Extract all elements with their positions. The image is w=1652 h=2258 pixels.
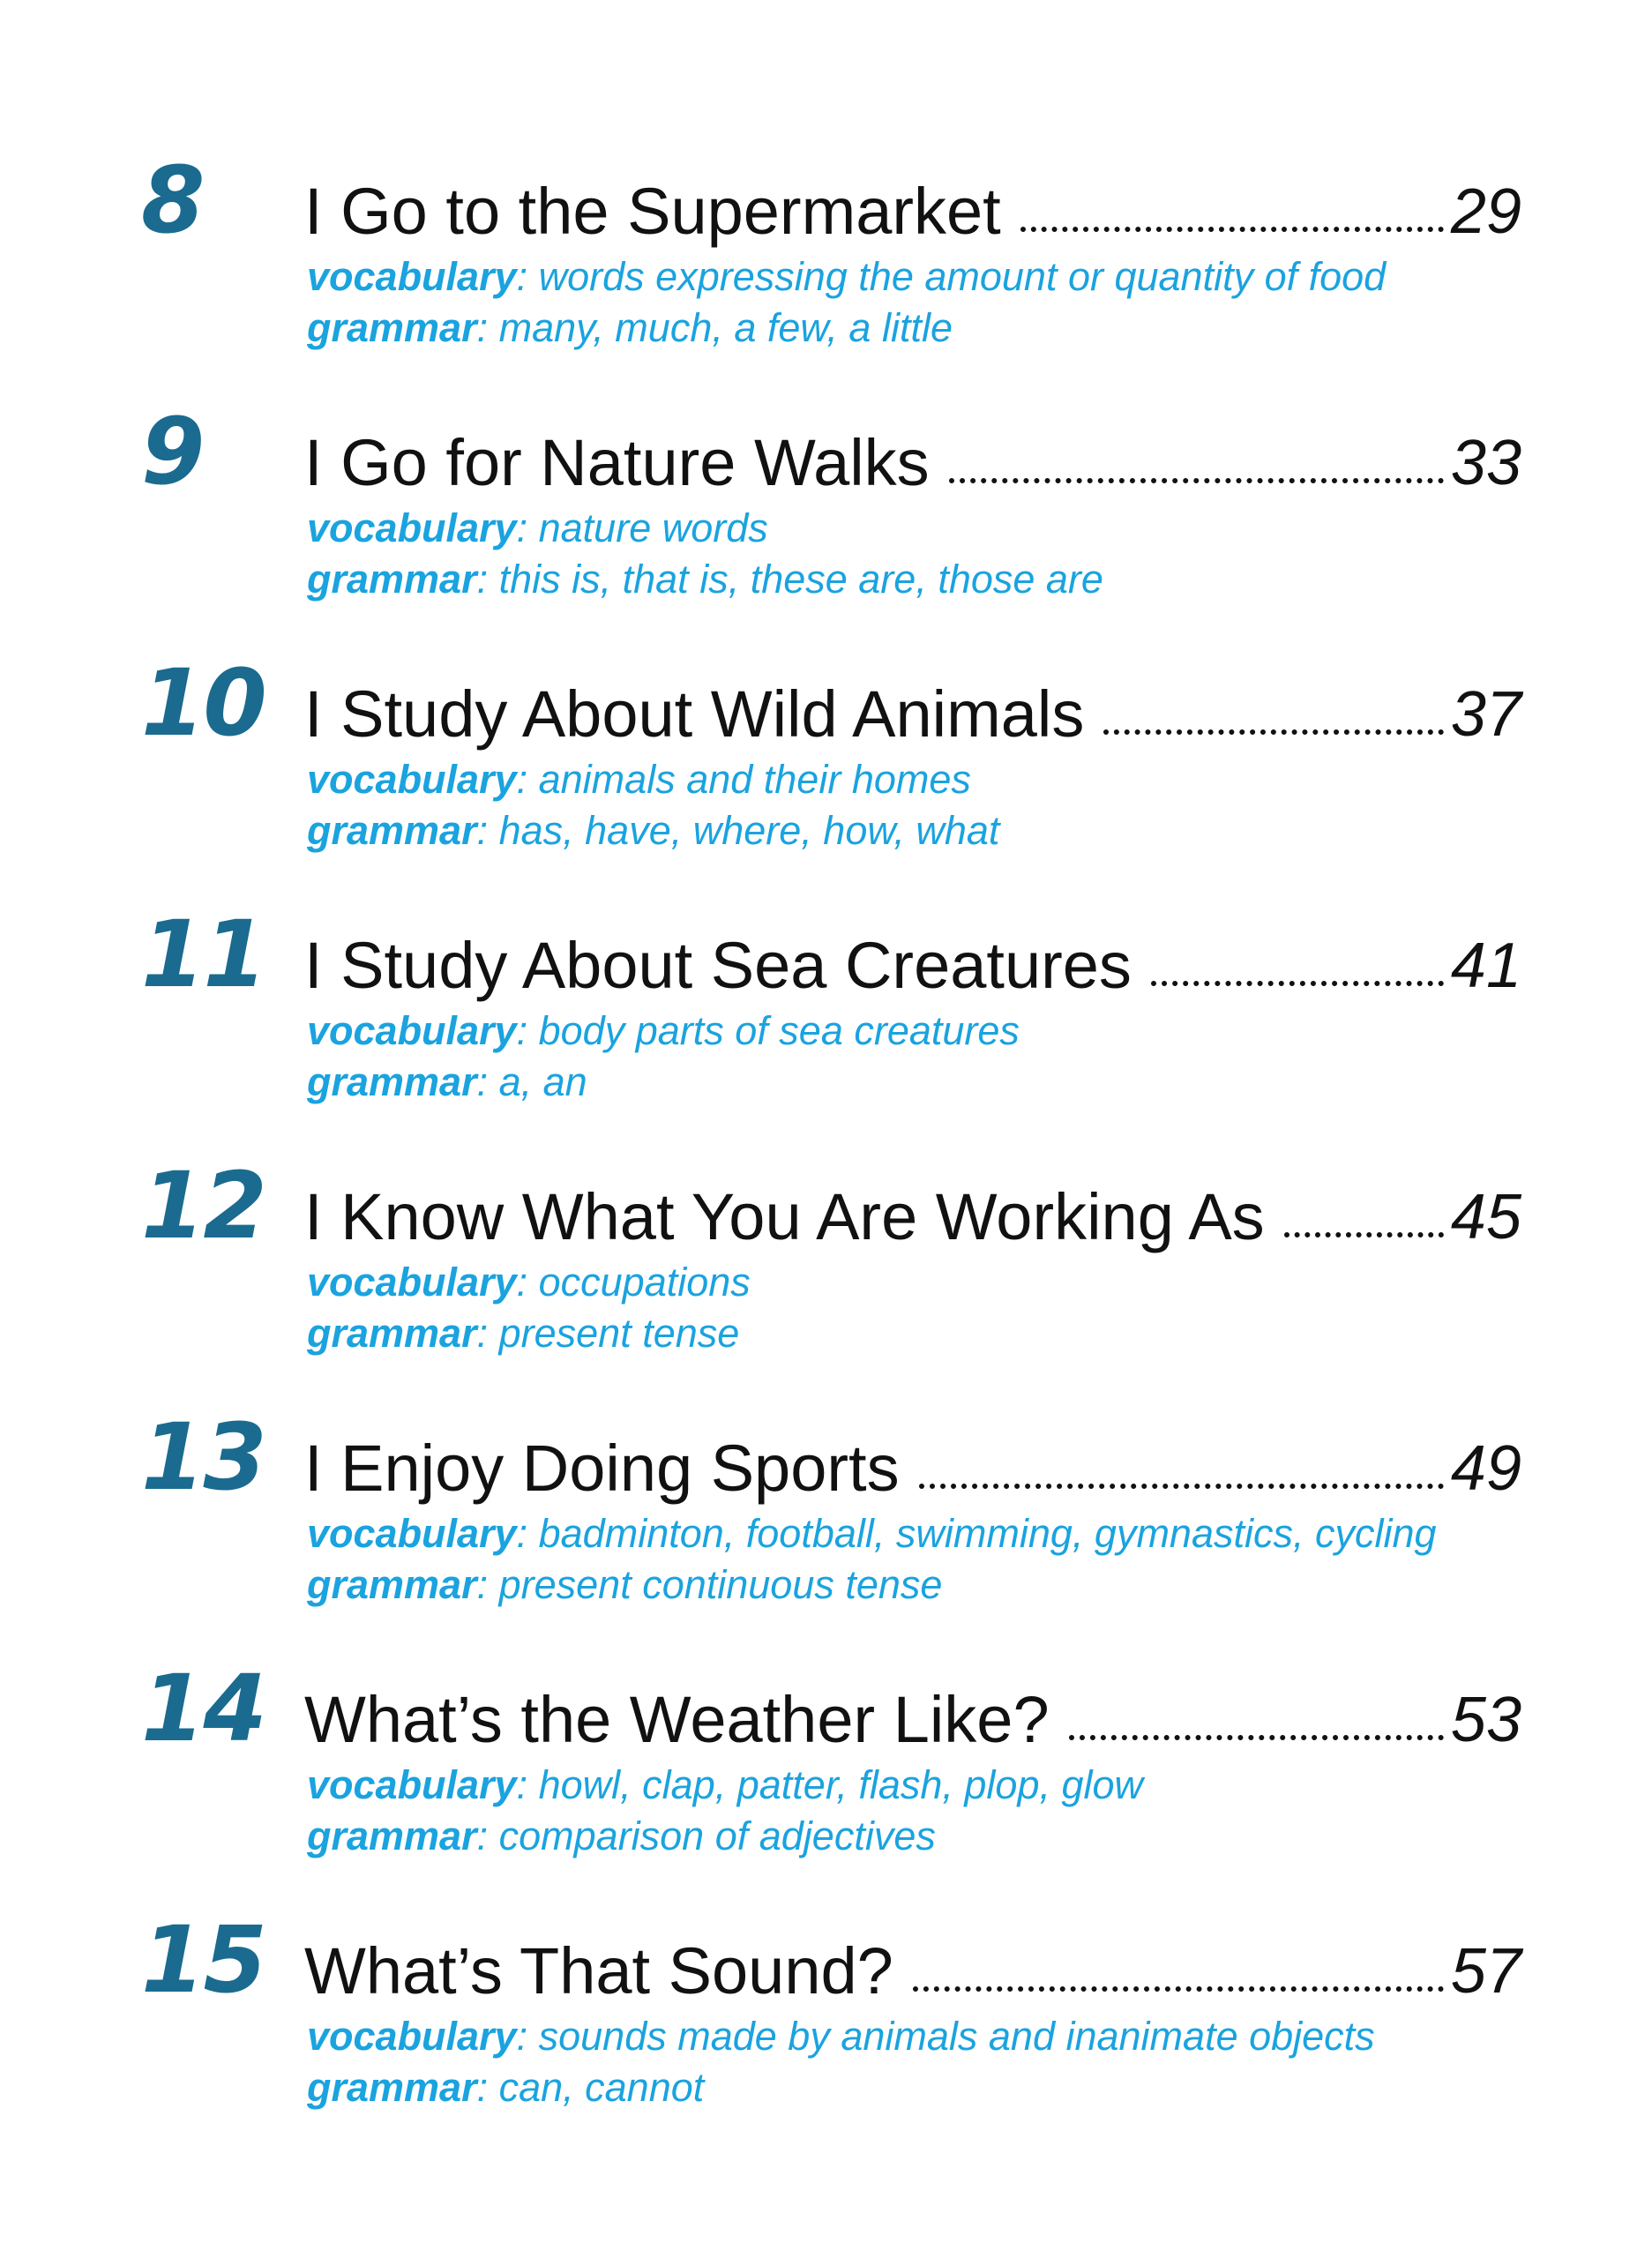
vocabulary-line: vocabulary: badminton, football, swimmin… bbox=[307, 1508, 1437, 1559]
vocabulary-text: : animals and their homes bbox=[516, 757, 971, 802]
vocabulary-text: : words expressing the amount or quantit… bbox=[516, 254, 1387, 299]
page-number: 41 bbox=[1450, 931, 1521, 1001]
chapter-title: I Study About Sea Creatures bbox=[304, 929, 1132, 1002]
vocabulary-label: vocabulary bbox=[307, 505, 517, 550]
dot-leader bbox=[918, 1484, 1444, 1489]
grammar-text: : this is, that is, these are, those are bbox=[476, 557, 1103, 602]
toc-entry: 10 I Study About Wild Animals 37 vocabul… bbox=[0, 650, 1652, 895]
grammar-line: grammar: a, an bbox=[307, 1057, 587, 1108]
grammar-text: : can, cannot bbox=[476, 2065, 705, 2110]
grammar-text: : many, much, a few, a little bbox=[476, 305, 953, 350]
page-number: 49 bbox=[1450, 1433, 1521, 1504]
grammar-label: grammar bbox=[307, 1059, 477, 1104]
chapter-number: 10 bbox=[141, 649, 267, 757]
grammar-line: grammar: present continuous tense bbox=[307, 1559, 942, 1611]
toc-entry: 9 I Go for Nature Walks 33 vocabulary: n… bbox=[0, 399, 1652, 644]
grammar-label: grammar bbox=[307, 1562, 477, 1607]
toc-entry: 15 What’s That Sound? 57 vocabulary: sou… bbox=[0, 1907, 1652, 2152]
grammar-label: grammar bbox=[307, 1813, 477, 1858]
chapter-title-row[interactable]: What’s the Weather Like? 53 bbox=[304, 1671, 1521, 1760]
chapter-title-row[interactable]: I Go to the Supermarket 29 bbox=[304, 163, 1521, 251]
vocabulary-text: : body parts of sea creatures bbox=[516, 1008, 1020, 1053]
chapter-number: 8 bbox=[141, 146, 205, 254]
toc-entry: 13 I Enjoy Doing Sports 49 vocabulary: b… bbox=[0, 1404, 1652, 1649]
grammar-line: grammar: can, cannot bbox=[307, 2062, 704, 2113]
vocabulary-line: vocabulary: body parts of sea creatures bbox=[307, 1006, 1020, 1057]
page-number: 53 bbox=[1450, 1685, 1521, 1755]
toc-entry: 11 I Study About Sea Creatures 41 vocabu… bbox=[0, 901, 1652, 1147]
vocabulary-line: vocabulary: howl, clap, patter, flash, p… bbox=[307, 1760, 1143, 1811]
dot-leader bbox=[1068, 1735, 1444, 1740]
page-number: 29 bbox=[1450, 176, 1521, 247]
toc-entry: 14 What’s the Weather Like? 53 vocabular… bbox=[0, 1656, 1652, 1901]
grammar-line: grammar: has, have, where, how, what bbox=[307, 805, 999, 856]
grammar-text: : present continuous tense bbox=[476, 1562, 943, 1607]
vocabulary-label: vocabulary bbox=[307, 1008, 517, 1053]
grammar-line: grammar: this is, that is, these are, th… bbox=[307, 554, 1103, 605]
dot-leader bbox=[1283, 1232, 1444, 1237]
chapter-title: What’s the Weather Like? bbox=[304, 1683, 1050, 1756]
grammar-label: grammar bbox=[307, 557, 477, 602]
vocabulary-text: : badminton, football, swimming, gymnast… bbox=[516, 1511, 1437, 1556]
grammar-text: : has, have, where, how, what bbox=[476, 808, 1000, 853]
chapter-title-row[interactable]: I Study About Wild Animals 37 bbox=[304, 666, 1521, 754]
grammar-label: grammar bbox=[307, 1311, 477, 1356]
vocabulary-line: vocabulary: sounds made by animals and i… bbox=[307, 2011, 1375, 2062]
dot-leader bbox=[1150, 981, 1444, 986]
dot-leader bbox=[948, 478, 1444, 483]
vocabulary-text: : nature words bbox=[516, 505, 768, 550]
vocabulary-label: vocabulary bbox=[307, 1511, 517, 1556]
grammar-text: : comparison of adjectives bbox=[476, 1813, 936, 1858]
grammar-label: grammar bbox=[307, 305, 477, 350]
grammar-label: grammar bbox=[307, 2065, 477, 2110]
dot-leader bbox=[1020, 227, 1444, 232]
chapter-number: 14 bbox=[141, 1655, 267, 1762]
chapter-title: What’s That Sound? bbox=[304, 1934, 893, 2008]
grammar-line: grammar: present tense bbox=[307, 1308, 739, 1359]
dot-leader bbox=[912, 1986, 1444, 1992]
toc-entry: 12 I Know What You Are Working As 45 voc… bbox=[0, 1153, 1652, 1398]
grammar-text: : present tense bbox=[476, 1311, 740, 1356]
chapter-title: I Study About Wild Animals bbox=[304, 677, 1085, 751]
vocabulary-text: : occupations bbox=[516, 1260, 751, 1305]
chapter-title-row[interactable]: I Know What You Are Working As 45 bbox=[304, 1169, 1521, 1257]
chapter-title-row[interactable]: What’s That Sound? 57 bbox=[304, 1923, 1521, 2011]
page-number: 37 bbox=[1450, 679, 1521, 750]
chapter-title: I Know What You Are Working As bbox=[304, 1180, 1265, 1253]
chapter-title: I Go to the Supermarket bbox=[304, 175, 1001, 248]
dot-leader bbox=[1103, 729, 1444, 735]
toc-entry: 8 I Go to the Supermarket 29 vocabulary:… bbox=[0, 147, 1652, 393]
grammar-line: grammar: comparison of adjectives bbox=[307, 1811, 936, 1862]
chapter-number: 11 bbox=[141, 901, 267, 1008]
chapter-number: 9 bbox=[141, 398, 205, 505]
vocabulary-label: vocabulary bbox=[307, 1762, 517, 1807]
vocabulary-label: vocabulary bbox=[307, 2014, 517, 2059]
chapter-title-row[interactable]: I Go for Nature Walks 33 bbox=[304, 415, 1521, 503]
grammar-text: : a, an bbox=[476, 1059, 587, 1104]
vocabulary-line: vocabulary: nature words bbox=[307, 503, 768, 554]
chapter-title-row[interactable]: I Study About Sea Creatures 41 bbox=[304, 917, 1521, 1006]
vocabulary-line: vocabulary: words expressing the amount … bbox=[307, 251, 1386, 303]
chapter-number: 13 bbox=[141, 1403, 267, 1511]
chapter-title: I Enjoy Doing Sports bbox=[304, 1432, 900, 1505]
chapter-number: 15 bbox=[141, 1906, 267, 2014]
page-number: 33 bbox=[1450, 428, 1521, 498]
chapter-title-row[interactable]: I Enjoy Doing Sports 49 bbox=[304, 1420, 1521, 1508]
vocabulary-label: vocabulary bbox=[307, 254, 517, 299]
page-number: 45 bbox=[1450, 1182, 1521, 1252]
page-number: 57 bbox=[1450, 1936, 1521, 2007]
vocabulary-text: : howl, clap, patter, flash, plop, glow bbox=[516, 1762, 1144, 1807]
grammar-line: grammar: many, much, a few, a little bbox=[307, 303, 953, 354]
vocabulary-label: vocabulary bbox=[307, 757, 517, 802]
vocabulary-line: vocabulary: animals and their homes bbox=[307, 754, 971, 805]
chapter-number: 12 bbox=[141, 1152, 267, 1260]
vocabulary-label: vocabulary bbox=[307, 1260, 517, 1305]
grammar-label: grammar bbox=[307, 808, 477, 853]
vocabulary-text: : sounds made by animals and inanimate o… bbox=[516, 2014, 1375, 2059]
vocabulary-line: vocabulary: occupations bbox=[307, 1257, 751, 1308]
chapter-title: I Go for Nature Walks bbox=[304, 426, 930, 499]
